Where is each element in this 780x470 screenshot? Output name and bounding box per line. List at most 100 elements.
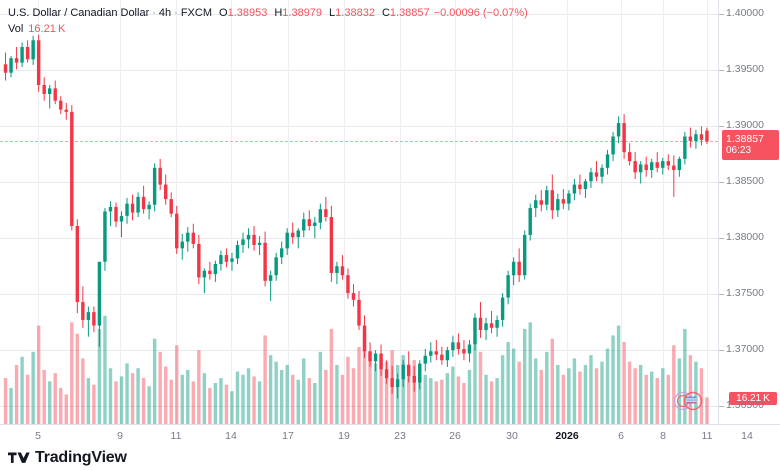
chart-legend: U.S. Dollar / Canadian Dollar · 4h · FXC… xyxy=(8,6,528,36)
candle-body xyxy=(42,85,46,94)
candle-body xyxy=(186,232,190,242)
candle-body xyxy=(274,257,278,276)
legend-separator-2: · xyxy=(174,7,178,19)
candle-body xyxy=(191,232,196,244)
candle-body xyxy=(368,351,372,362)
candle-body xyxy=(219,255,223,265)
volume-bar xyxy=(567,368,571,424)
candle-body xyxy=(495,319,499,328)
volume-bar xyxy=(412,360,416,424)
gridline-horizontal xyxy=(0,181,718,183)
gridline-horizontal xyxy=(0,237,718,239)
candle-body xyxy=(147,204,151,210)
candle-body xyxy=(672,165,676,171)
candle-body xyxy=(59,100,63,110)
price-tick-mark xyxy=(719,405,724,407)
volume-bar xyxy=(108,368,113,424)
volume-bar xyxy=(545,351,549,424)
candle-body xyxy=(661,161,665,168)
volume-bar xyxy=(279,369,284,424)
candle-body xyxy=(605,154,610,168)
candle-body xyxy=(484,323,488,331)
candle-body xyxy=(285,232,289,249)
candle-body xyxy=(169,199,173,214)
volume-bar xyxy=(114,381,118,424)
chart-plot-area[interactable] xyxy=(0,0,718,424)
price-tick-mark xyxy=(719,181,724,183)
volume-bar xyxy=(440,379,444,424)
volume-bar xyxy=(550,338,555,424)
candle-body xyxy=(462,349,466,354)
candle-body xyxy=(550,190,555,211)
candle-body xyxy=(699,134,704,140)
candle-body xyxy=(346,275,350,294)
exchange-label[interactable]: FXCM xyxy=(180,7,212,19)
candle-body xyxy=(600,167,604,177)
volume-bar xyxy=(467,369,472,424)
volume-bar xyxy=(445,373,450,424)
tradingview-logo[interactable]: TradingView xyxy=(8,449,127,467)
candle-body xyxy=(517,261,521,276)
volume-bar xyxy=(528,322,532,424)
candle-body xyxy=(522,234,527,276)
volume-bar xyxy=(136,368,140,424)
price-tick-mark xyxy=(719,349,724,351)
price-axis-label: 1.36500 xyxy=(726,398,764,411)
volume-bar xyxy=(633,368,637,424)
volume-bar xyxy=(191,381,196,424)
time-axis-label: 30 xyxy=(506,430,518,442)
volume-bar xyxy=(141,378,146,424)
candle-body xyxy=(539,200,543,205)
timeframe-label[interactable]: 4h xyxy=(158,7,172,19)
price-axis[interactable]: 1.38857 06:23 16.21 K 1.40000 1.39500 1.39… xyxy=(718,0,780,424)
candle-body xyxy=(335,266,339,273)
candle-body xyxy=(407,364,411,376)
candle-body xyxy=(578,184,582,190)
volume-bar xyxy=(97,328,102,424)
volume-bar xyxy=(59,387,63,424)
price-axis-label: 1.37500 xyxy=(726,286,764,299)
candle-body xyxy=(434,351,439,355)
candle-body xyxy=(329,217,334,273)
last-price-text: 1.38857 xyxy=(726,133,764,145)
volume-bar xyxy=(14,364,19,424)
candle-body xyxy=(20,46,24,63)
volume-bar xyxy=(202,373,207,424)
candle-body xyxy=(224,255,229,262)
volume-bar xyxy=(224,384,229,424)
candle-body xyxy=(594,172,599,177)
candle-body xyxy=(318,209,323,223)
candle-body xyxy=(528,208,532,235)
volume-bar xyxy=(362,333,367,424)
price-axis-label: 1.38000 xyxy=(726,230,764,243)
candle-body xyxy=(36,40,41,86)
candle-body xyxy=(616,123,621,137)
volume-bar xyxy=(594,368,599,424)
candle-body xyxy=(478,317,483,331)
gridline-vertical xyxy=(288,0,289,424)
candle-body xyxy=(390,378,394,388)
time-axis-label: 9 xyxy=(117,430,123,442)
volume-bar xyxy=(36,325,41,424)
volume-bar xyxy=(175,345,179,424)
volume-bar xyxy=(335,364,339,424)
volume-bar xyxy=(506,342,510,424)
volume-bar xyxy=(257,381,262,424)
volume-bar xyxy=(318,351,323,424)
candle-body xyxy=(627,152,632,162)
candle-body xyxy=(473,317,477,345)
candle-body xyxy=(506,275,510,298)
gridline-vertical xyxy=(621,0,622,424)
symbol-title[interactable]: U.S. Dollar / Canadian Dollar xyxy=(8,7,150,19)
candle-body xyxy=(48,88,52,94)
candle-body xyxy=(268,275,273,281)
candle-body xyxy=(401,364,405,380)
candle-body xyxy=(119,215,124,222)
candle-body xyxy=(705,130,709,142)
tradingview-mark-icon xyxy=(8,452,30,463)
time-axis[interactable]: 5 9 11 14 17 19 23 26 30 2026 6 8 11 14 xyxy=(0,424,780,446)
volume-bar xyxy=(456,376,461,424)
candle-body xyxy=(545,190,549,205)
legend-separator-1: · xyxy=(152,7,156,19)
gridline-horizontal xyxy=(0,349,718,351)
